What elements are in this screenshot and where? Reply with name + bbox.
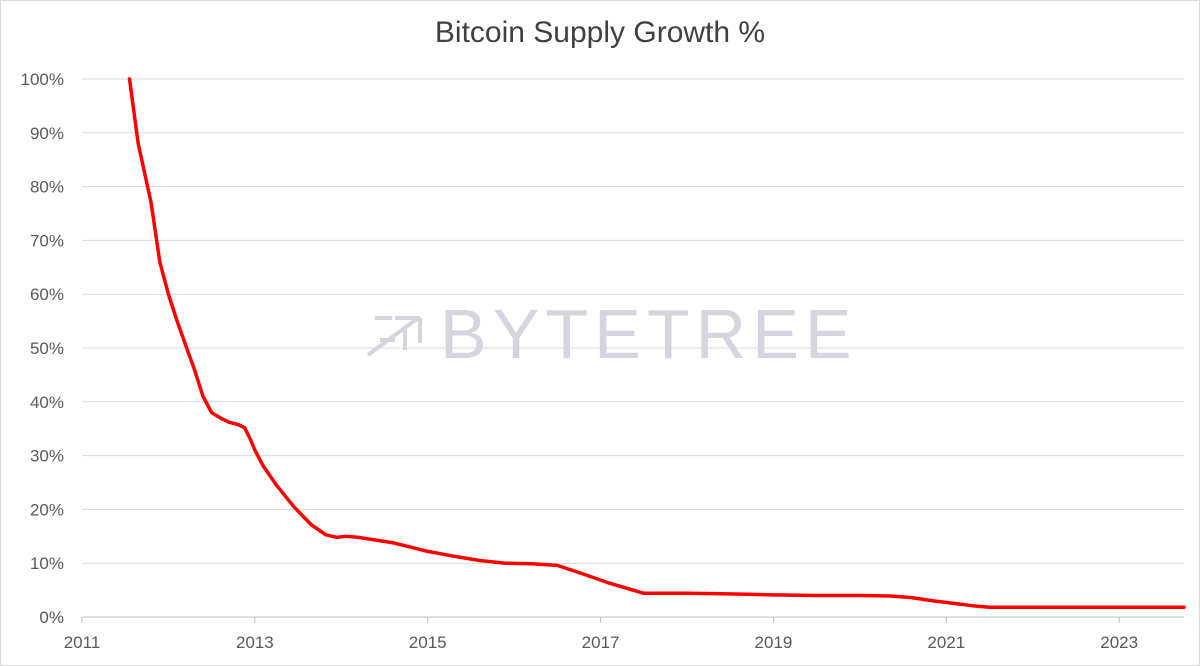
y-tick-label: 10% [30, 554, 64, 573]
y-tick-label: 100% [21, 70, 64, 89]
y-tick-label: 80% [30, 178, 64, 197]
y-tick-label: 60% [30, 285, 64, 304]
x-tick-label: 2021 [927, 633, 965, 652]
y-tick-label: 90% [30, 124, 64, 143]
x-tick-label: 2023 [1100, 633, 1138, 652]
x-axis-ticks: 2011 2013 2015 2017 2019 2021 2023 [64, 617, 1138, 652]
y-tick-label: 20% [30, 500, 64, 519]
y-tick-label: 50% [30, 339, 64, 358]
gridlines [82, 78, 1184, 564]
bytetree-watermark: BYTETREE [366, 295, 858, 373]
y-tick-label: 40% [30, 393, 64, 412]
x-tick-label: 2015 [409, 633, 447, 652]
y-axis-ticks: 0% 10% 20% 30% 40% 50% 60% 70% 80% 90% 100% [21, 70, 64, 627]
x-tick-label: 2019 [755, 633, 793, 652]
x-tick-label: 2017 [582, 633, 620, 652]
x-tick-label: 2011 [64, 633, 101, 652]
supply-growth-line [127, 77, 1186, 610]
y-tick-label: 70% [30, 231, 64, 250]
x-tick-label: 2013 [236, 633, 274, 652]
series-group [127, 77, 1186, 610]
watermark-text: BYTETREE [440, 295, 858, 373]
bytetree-logo-icon [366, 316, 422, 357]
chart-title: Bitcoin Supply Growth % [434, 16, 766, 49]
y-tick-label: 30% [30, 447, 64, 466]
y-tick-label: 0% [39, 608, 64, 627]
